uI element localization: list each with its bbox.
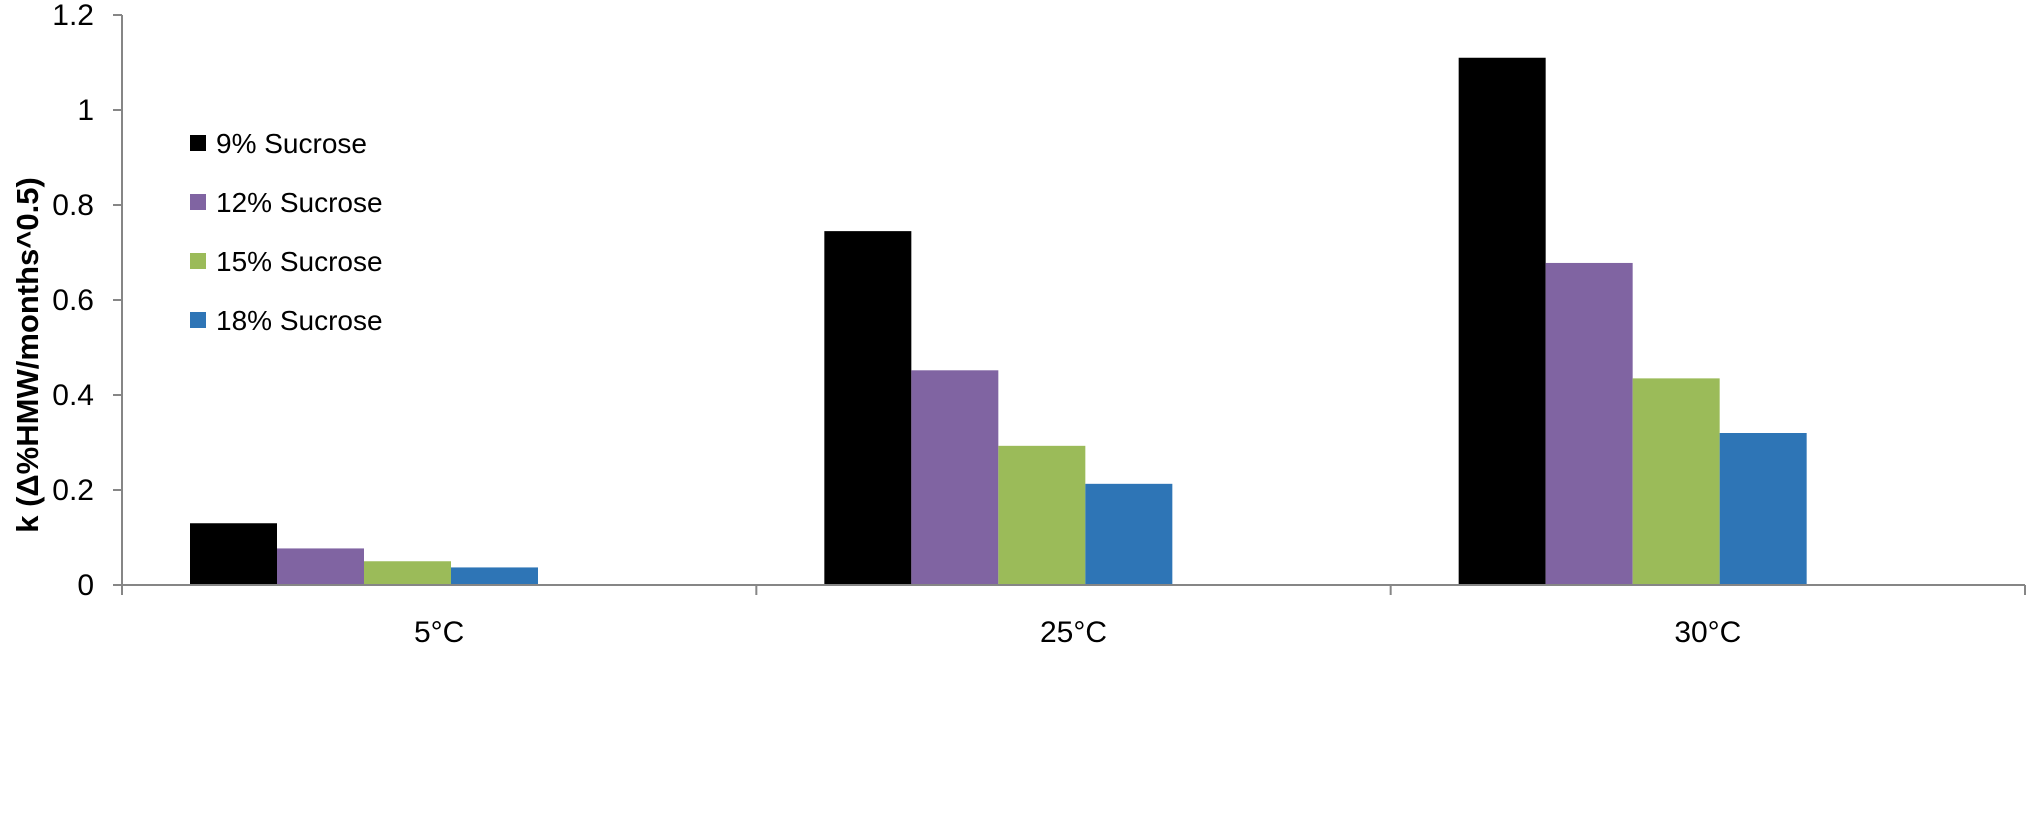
bars-layer — [190, 57, 1807, 585]
legend-swatch — [190, 253, 206, 269]
legend-swatch — [190, 194, 206, 210]
y-axis-title: k (Δ%HMW/months^0.5) — [10, 177, 45, 533]
bar-2-2 — [911, 370, 999, 585]
bar-4-2 — [1085, 483, 1173, 585]
bar-4-1 — [451, 567, 538, 585]
y-tick-label: 0.4 — [52, 379, 94, 412]
y-tick-label: 0.6 — [52, 284, 94, 317]
legend-label: 9% Sucrose — [216, 128, 367, 159]
y-tick-label: 1 — [77, 94, 94, 127]
legend-label: 15% Sucrose — [216, 246, 383, 277]
y-tick-label: 1.2 — [52, 0, 94, 32]
bar-1-1 — [190, 523, 277, 585]
legend-swatch — [190, 312, 206, 328]
x-tick-label: 25°C — [1040, 616, 1107, 649]
bar-2-3 — [1545, 262, 1633, 585]
bar-3-3 — [1632, 378, 1720, 585]
axes-layer — [113, 14, 2026, 595]
legend-label: 12% Sucrose — [216, 187, 383, 218]
y-tick-label: 0 — [77, 569, 94, 602]
bar-1-3 — [1458, 57, 1546, 585]
bar-1-2 — [824, 231, 912, 585]
y-tick-label: 0.8 — [52, 189, 94, 222]
legend-label: 18% Sucrose — [216, 305, 383, 336]
y-tick-label: 0.2 — [52, 474, 94, 507]
bar-3-2 — [998, 445, 1086, 585]
bar-2-1 — [277, 548, 364, 585]
y-tick-labels: 0 0.2 0.4 0.6 0.8 1 1.2 — [52, 0, 94, 602]
legend: 9% Sucrose 12% Sucrose 15% Sucrose 18% Sucr… — [190, 128, 383, 336]
bar-3-1 — [364, 561, 451, 585]
x-tick-label: 30°C — [1674, 616, 1741, 649]
x-tick-labels: 5°C 25°C 30°C — [414, 616, 1741, 649]
bar-4-3 — [1719, 433, 1807, 585]
legend-swatch — [190, 135, 206, 151]
x-tick-label: 5°C — [414, 616, 464, 649]
